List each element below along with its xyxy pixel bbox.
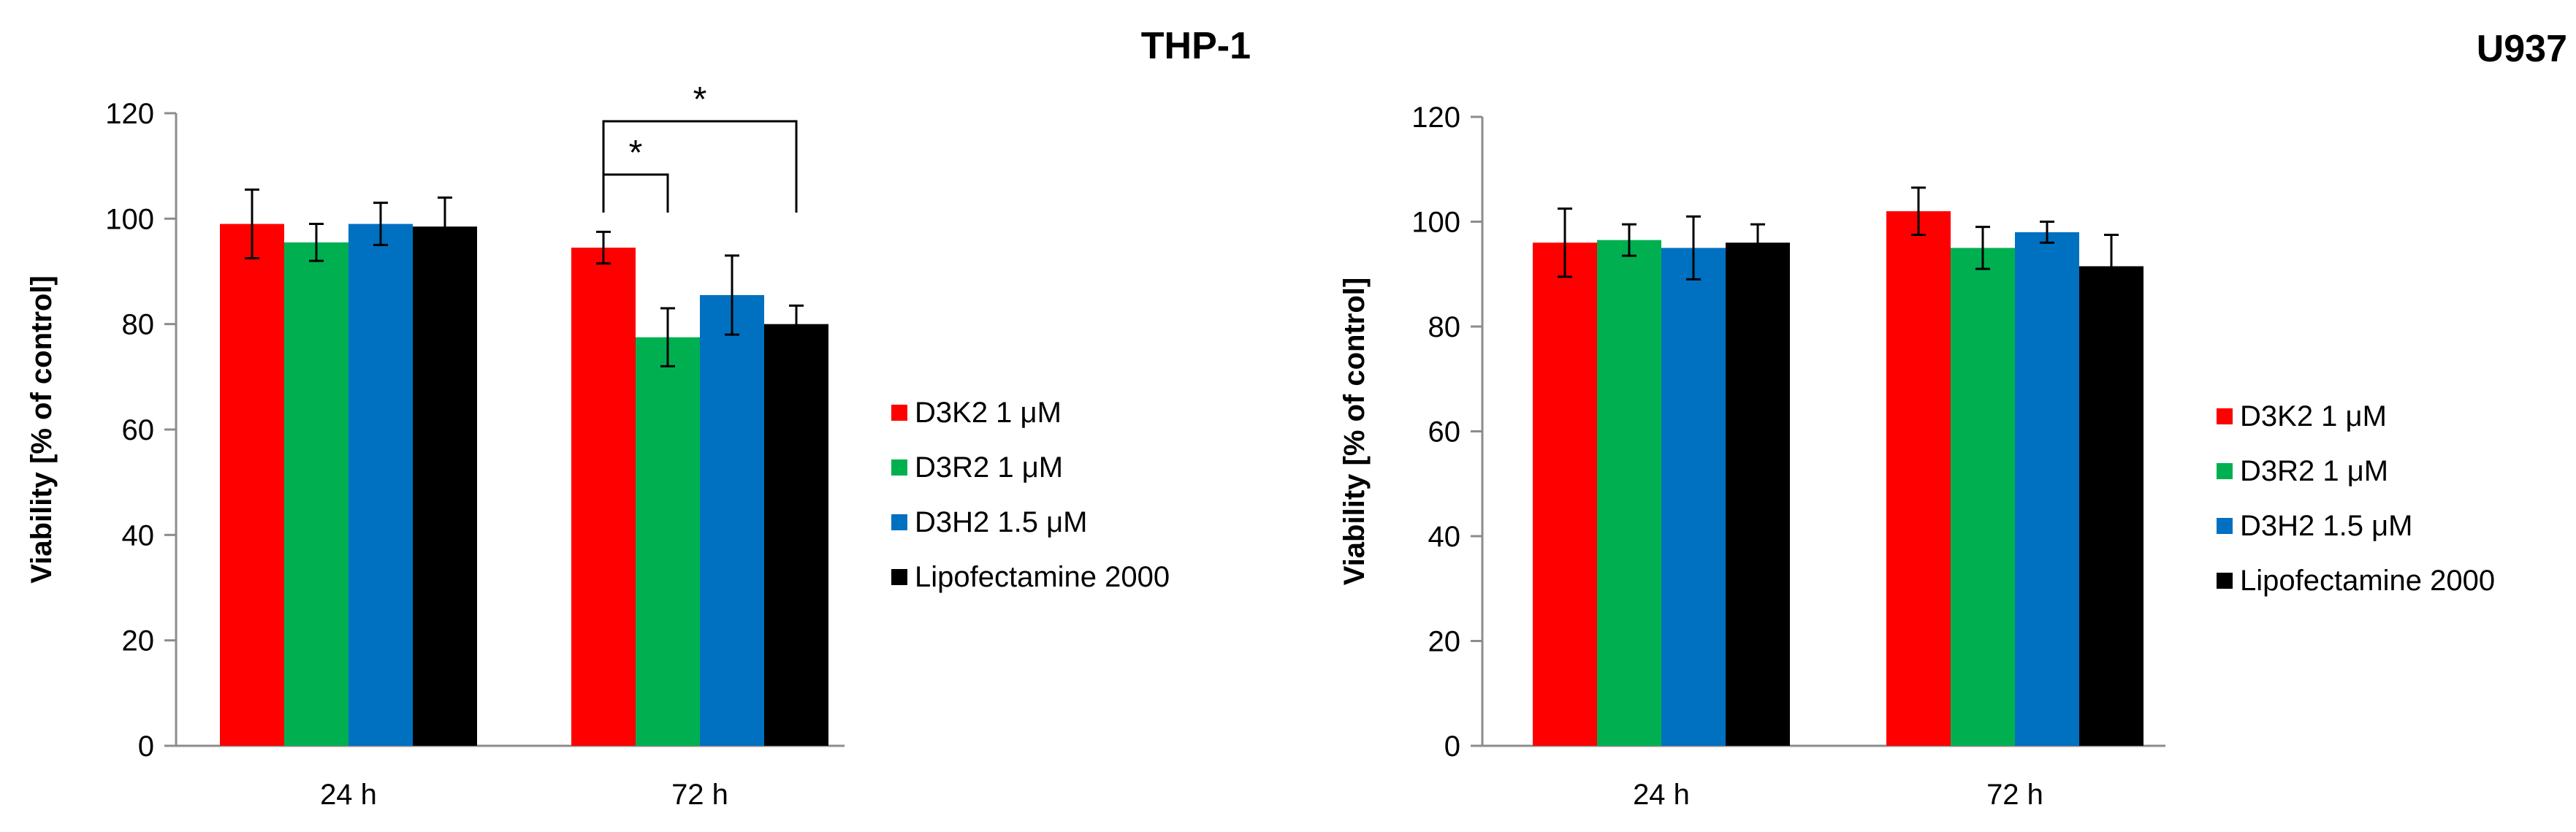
legend-swatch: [891, 459, 907, 476]
x-tick-label: 24 h: [320, 779, 377, 811]
legend-label: D3R2 1 μM: [915, 451, 1063, 484]
bar: [2015, 232, 2079, 747]
y-tick-label: 60: [1428, 416, 1461, 449]
legend-label: D3H2 1.5 μM: [2240, 510, 2412, 542]
y-tick-label: 80: [1428, 311, 1461, 343]
y-tick-label: 80: [122, 309, 155, 341]
legend-swatch: [891, 514, 907, 530]
bar: [1597, 240, 1661, 746]
y-tick-label: 0: [1444, 730, 1460, 763]
bar: [413, 226, 477, 746]
x-tick-label: 24 h: [1633, 779, 1690, 811]
bar: [2079, 266, 2144, 746]
bar: [1886, 211, 1951, 746]
y-tick-label: 0: [138, 730, 154, 763]
y-tick-label: 100: [105, 203, 154, 235]
significance-label: *: [629, 134, 643, 172]
legend-swatch: [891, 569, 907, 585]
y-axis-label: Viability [% of control]: [26, 275, 58, 584]
significance-label: *: [693, 80, 707, 119]
y-tick-label: 40: [1428, 521, 1461, 553]
y-tick-label: 100: [1411, 207, 1460, 239]
legend-label: D3R2 1 μM: [2240, 455, 2388, 487]
bar: [764, 324, 828, 747]
chart-title: U937: [2477, 28, 2567, 70]
chart-title: THP-1: [1141, 25, 1251, 67]
bar: [220, 224, 284, 746]
legend-swatch: [891, 405, 907, 421]
legend-label: D3H2 1.5 μM: [915, 506, 1087, 538]
bar: [1533, 243, 1597, 746]
bar: [284, 242, 348, 746]
y-tick-label: 60: [122, 414, 155, 446]
legend-swatch: [2217, 573, 2233, 589]
bar: [700, 294, 764, 747]
y-tick-label: 40: [122, 519, 155, 552]
y-tick-label: 120: [105, 98, 154, 130]
chart-panel-1: THP-1 Viability [% of control] 0 20 40 60 80 10…: [26, 25, 1251, 811]
legend-swatch: [2217, 408, 2233, 424]
bar: [571, 248, 636, 746]
legend-label: D3K2 1 μM: [2240, 400, 2387, 432]
significance-bracket: [602, 173, 669, 213]
legend-label: Lipofectamine 2000: [915, 561, 1170, 593]
legend-label: D3K2 1 μM: [915, 397, 1062, 429]
legend-label: Lipofectamine 2000: [2240, 565, 2495, 597]
legend-swatch: [2217, 463, 2233, 479]
bar: [348, 224, 413, 746]
legend-swatch: [2217, 518, 2233, 534]
bar: [1951, 248, 2015, 746]
y-tick-label: 20: [122, 625, 155, 657]
x-tick-label: 72 h: [1986, 779, 2043, 811]
bar: [636, 337, 700, 746]
significance-bracket: [602, 120, 798, 213]
chart-panel-2: U937 Viability [% of control] 0 20 40 60 80 100…: [1338, 28, 2567, 811]
y-tick-label: 120: [1411, 102, 1460, 134]
bar: [1661, 248, 1726, 746]
x-tick-label: 72 h: [671, 779, 728, 811]
y-tick-label: 20: [1428, 626, 1461, 658]
bar: [1726, 243, 1790, 746]
y-axis-label: Viability [% of control]: [1338, 278, 1371, 586]
